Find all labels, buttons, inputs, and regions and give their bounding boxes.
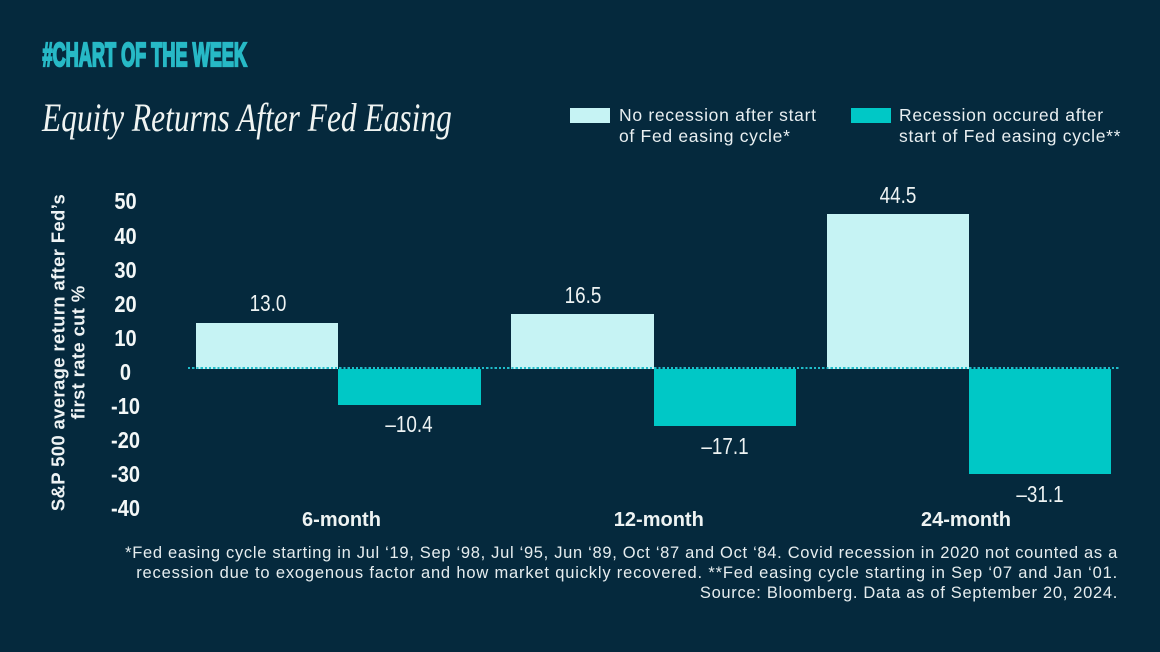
svg-text:#CHART OF THE WEEK: #CHART OF THE WEEK	[43, 36, 248, 73]
